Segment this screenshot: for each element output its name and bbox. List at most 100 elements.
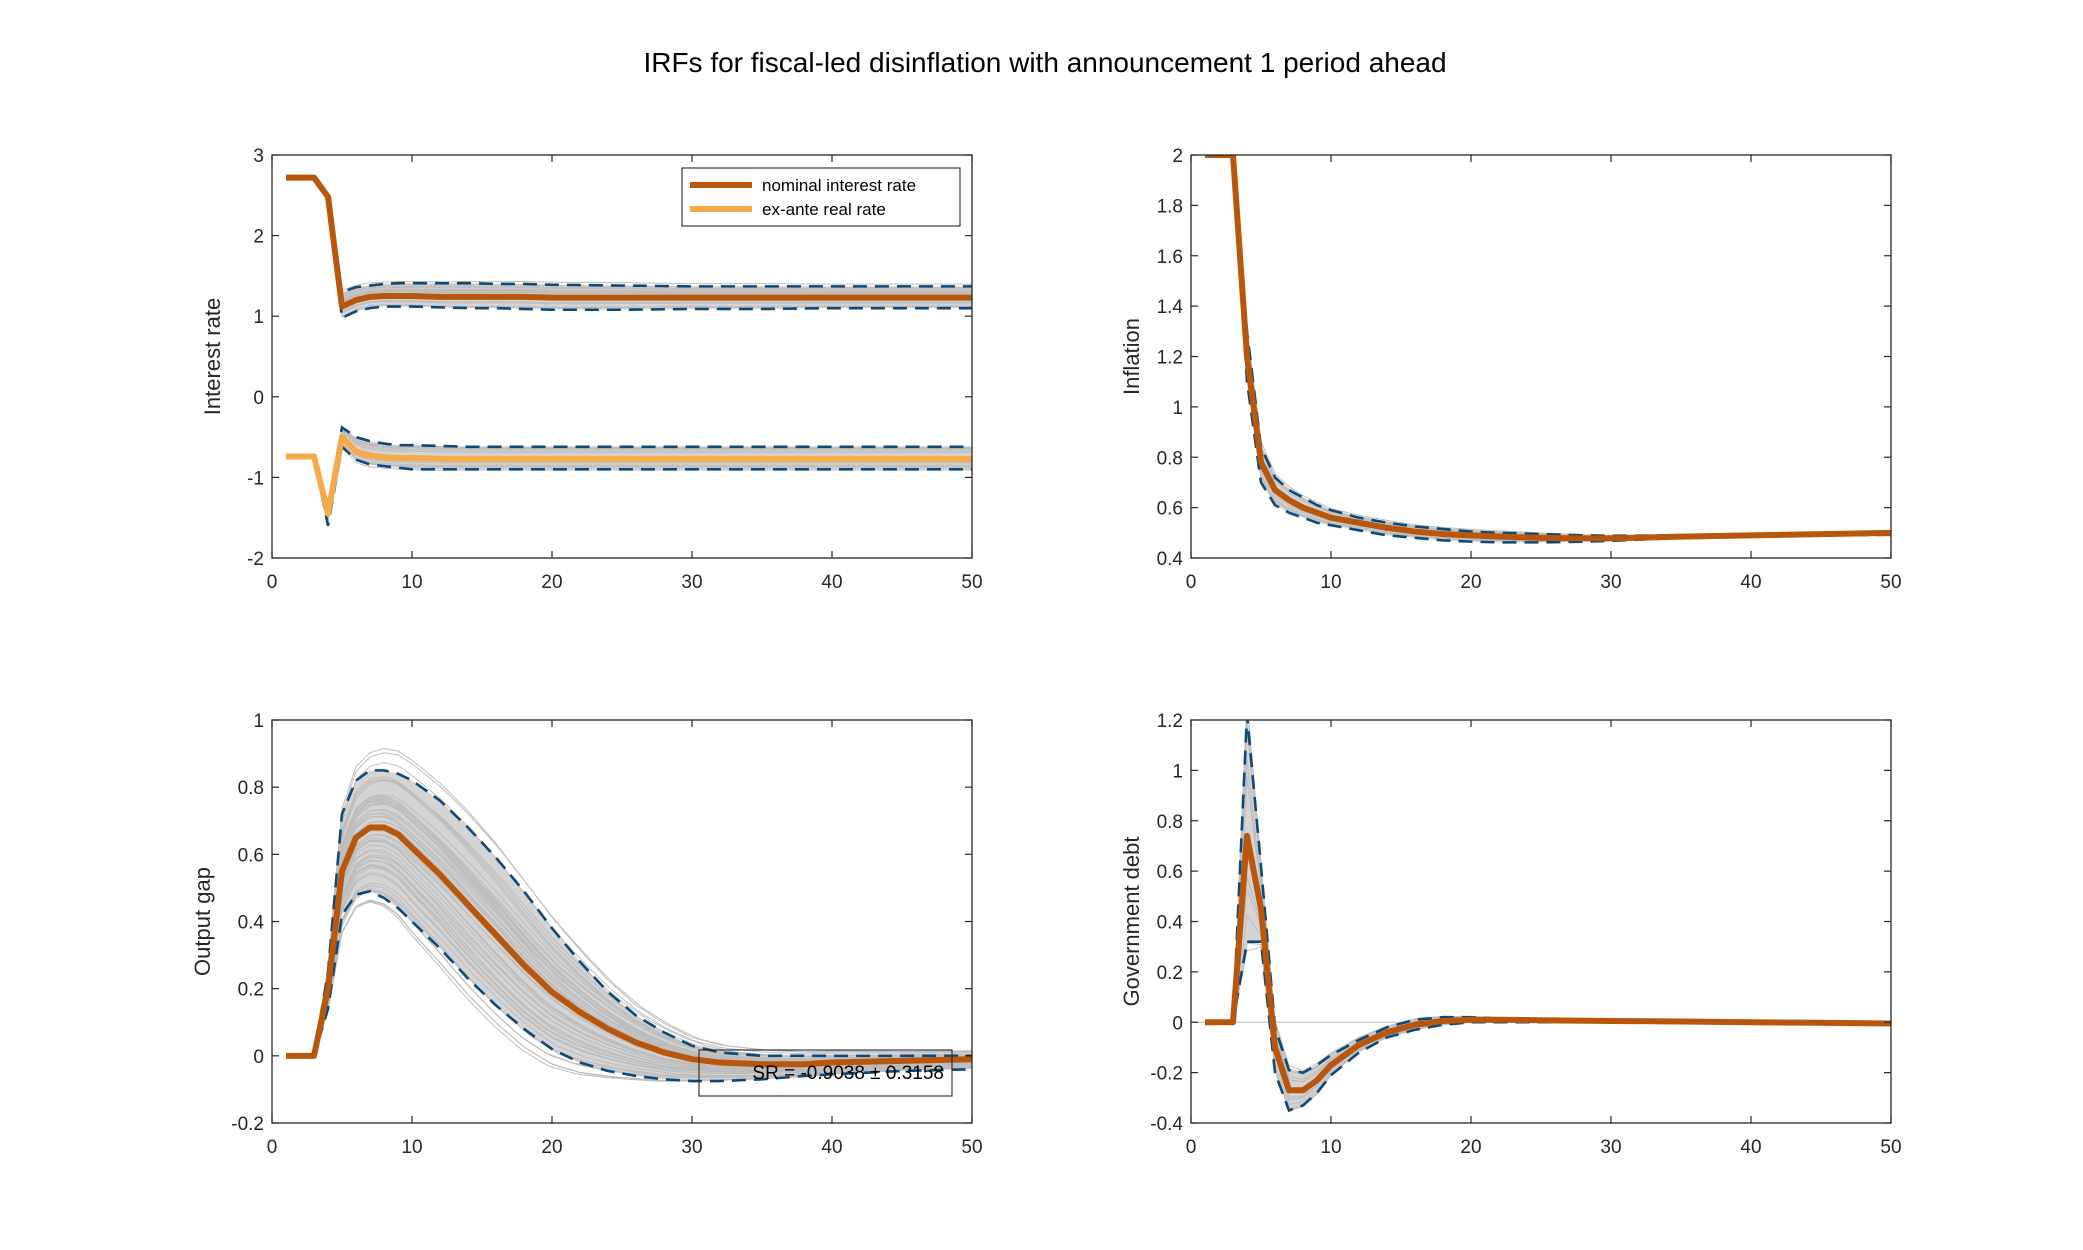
y-tick-label: 0.6 xyxy=(238,845,264,866)
simulation-draw xyxy=(286,177,972,318)
y-tick-label: 3 xyxy=(253,146,264,167)
simulation-draw xyxy=(286,177,972,300)
x-tick-label: 30 xyxy=(1600,1137,1621,1158)
y-tick-label: 2 xyxy=(1172,146,1183,167)
x-tick-label: 0 xyxy=(267,1137,278,1158)
simulation-draw xyxy=(286,430,972,508)
y-tick-label: 0.4 xyxy=(1157,913,1184,934)
x-tick-label: 40 xyxy=(1740,572,1761,593)
band-lower-line xyxy=(286,444,972,527)
y-tick-label: 1 xyxy=(1172,761,1183,782)
y-tick-label: 1 xyxy=(253,711,264,732)
band-lower-line xyxy=(286,889,972,1083)
simulation-draw xyxy=(286,888,972,1078)
x-tick-label: 10 xyxy=(401,1137,422,1158)
median-line xyxy=(286,824,972,1068)
band-upper-line xyxy=(286,425,972,506)
median-line xyxy=(1205,832,1891,1094)
simulation-draw xyxy=(286,177,972,298)
simulation-draw xyxy=(286,873,972,1075)
simulation-draw xyxy=(286,177,972,314)
inflation-panel: 0 10 20 30 40 50 0.4 0.6 0.8 1 1.2 1.4 1.6 1.8 2 Inflat… xyxy=(1119,146,1902,593)
y-tick-label: 0 xyxy=(253,1047,264,1068)
y-axis-label: Government debt xyxy=(1119,837,1144,1007)
real-rate-line xyxy=(286,434,972,517)
x-tick-label: 40 xyxy=(1740,1137,1761,1158)
y-tick-label: 1.4 xyxy=(1157,297,1184,318)
y-tick-label: 0.4 xyxy=(238,913,265,934)
legend: nominal interest rate ex-ante real rate xyxy=(681,167,961,227)
annotation-text: SR = -0.9038 ± 0.3158 xyxy=(752,1063,944,1084)
x-tick-label: 40 xyxy=(821,572,842,593)
band-lower-line xyxy=(1205,940,1891,1113)
y-tick-label: -0.4 xyxy=(1150,1114,1183,1135)
y-tick-label: 0 xyxy=(1172,1013,1183,1034)
simulation-draw xyxy=(286,441,972,520)
simulation-draw xyxy=(286,762,972,1057)
x-tick-label: 30 xyxy=(681,1137,702,1158)
y-axis-label: Inflation xyxy=(1119,318,1144,395)
simulation-draw xyxy=(286,439,972,518)
y-tick-label: 0 xyxy=(253,388,264,409)
simulation-draw xyxy=(286,900,972,1082)
annotation-box xyxy=(698,1049,953,1097)
y-axis-label: Output gap xyxy=(190,867,215,976)
y-tick-label: 0.2 xyxy=(1157,963,1183,984)
plot-area xyxy=(1191,720,1891,1113)
x-tick-label: 20 xyxy=(541,572,562,593)
simulation-draw xyxy=(286,177,972,301)
y-tick-label: 1 xyxy=(253,307,264,328)
x-tick-label: 30 xyxy=(1600,572,1621,593)
median-line xyxy=(286,174,972,310)
y-tick-label: -0.2 xyxy=(231,1114,264,1135)
y-tick-label: 0.2 xyxy=(238,980,264,1001)
simulation-draw xyxy=(286,427,972,506)
x-tick-label: 50 xyxy=(1880,572,1901,593)
y-tick-label: 0.8 xyxy=(238,778,264,799)
simulation-draw xyxy=(286,802,972,1061)
x-tick-label: 0 xyxy=(1186,572,1197,593)
plot-area xyxy=(1205,155,1891,544)
y-tick-label: 2 xyxy=(253,227,264,248)
simulation-draw xyxy=(286,747,972,1057)
simulation-draw xyxy=(286,177,972,302)
y-tick-label: 0.8 xyxy=(1157,812,1183,833)
x-tick-label: 50 xyxy=(961,572,982,593)
y-tick-label: 1.2 xyxy=(1157,711,1183,732)
legend-entry: nominal interest rate xyxy=(762,176,916,195)
simulation-draw xyxy=(286,429,972,507)
simulation-draw xyxy=(286,443,972,522)
x-tick-label: 0 xyxy=(1186,1137,1197,1158)
plot-area xyxy=(286,174,972,527)
figure-title: IRFs for fiscal-led disinflation with an… xyxy=(643,47,1446,78)
x-tick-label: 10 xyxy=(1320,572,1341,593)
band-upper-line xyxy=(286,176,972,294)
simulation-draw xyxy=(286,177,972,313)
simulation-draw xyxy=(286,442,972,521)
government-debt-panel: 0 10 20 30 40 50 -0.4 -0.2 0 0.2 0.4 0.6 0.8 1 1.2 Gove… xyxy=(1119,711,1902,1158)
y-tick-label: 0.6 xyxy=(1157,499,1183,520)
x-tick-label: 0 xyxy=(267,572,278,593)
simulation-draw xyxy=(286,752,972,1057)
simulation-draw xyxy=(286,177,972,297)
y-tick-label: -2 xyxy=(247,549,264,570)
y-tick-label: -0.2 xyxy=(1150,1064,1183,1085)
y-tick-label: 1 xyxy=(1172,398,1183,419)
plot-area xyxy=(286,747,972,1083)
y-tick-label: -1 xyxy=(247,468,264,489)
interest-rate-panel: 0 10 20 30 40 50 -2 -1 0 1 2 3 Interest rate nominal … xyxy=(200,146,983,593)
y-tick-label: 1.2 xyxy=(1157,348,1183,369)
simulation-draw xyxy=(286,901,972,1082)
simulation-draw xyxy=(286,865,972,1073)
simulation-draw xyxy=(286,177,972,303)
y-tick-label: 0.6 xyxy=(1157,862,1183,883)
sharpe-ratio-annotation: SR = -0.9038 ± 0.3158 xyxy=(698,1049,953,1097)
band-upper-line xyxy=(286,769,972,1058)
confidence-band xyxy=(286,770,972,1082)
x-tick-label: 20 xyxy=(1460,572,1481,593)
x-tick-label: 20 xyxy=(1460,1137,1481,1158)
simulation-draw xyxy=(286,427,972,505)
legend-entry: ex-ante real rate xyxy=(762,200,886,219)
